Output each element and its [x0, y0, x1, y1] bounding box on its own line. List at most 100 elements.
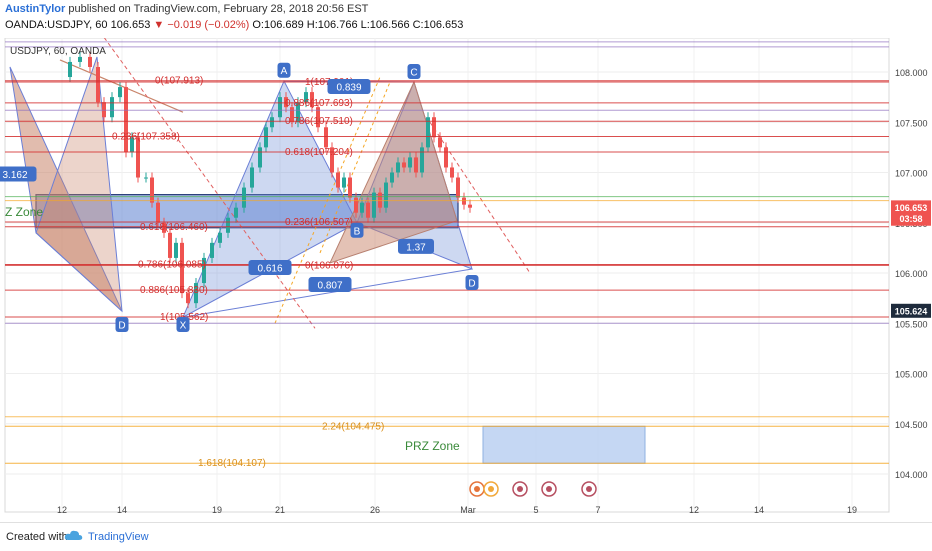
candle-body — [210, 242, 214, 258]
fib-label: 1.618(104.107) — [198, 458, 266, 469]
fib-label: 0.618(107.204) — [285, 147, 353, 158]
price-axis[interactable]: 108.000107.500107.000106.500106.000105.5… — [891, 68, 931, 480]
candle-body — [354, 197, 358, 213]
ohlc-line: OANDA:USDJPY, 60 106.653 ▼ −0.019 (−0.02… — [5, 19, 463, 31]
candle-body — [180, 242, 184, 294]
time-tick: 12 — [689, 505, 699, 515]
candle-body — [258, 147, 262, 168]
fib-label: 0.236(107.358) — [112, 132, 180, 143]
time-axis[interactable]: 12 14 19 21 26 Mar 5 7 12 14 19 — [57, 505, 857, 515]
svg-text:X: X — [180, 321, 187, 332]
z-zone-label: Z Zone — [5, 205, 43, 219]
candle-body — [330, 147, 334, 173]
trend-line — [59, 59, 184, 113]
point-label-b: B — [350, 222, 364, 238]
chart-title: USDJPY, 60, OANDA — [10, 46, 106, 57]
event-flag-icon[interactable] — [581, 481, 597, 497]
change-value: −0.019 (−0.02%) — [167, 19, 250, 31]
time-tick: 26 — [370, 505, 380, 515]
price-badge: 105.624 — [891, 303, 931, 318]
event-flag-icon[interactable] — [483, 481, 499, 497]
tradingview-link[interactable]: TradingView — [88, 531, 149, 543]
candle-body — [136, 137, 140, 178]
svg-text:D: D — [468, 278, 475, 289]
candle-body — [218, 232, 222, 243]
point-label-d: D — [115, 317, 129, 333]
svg-text:D: D — [118, 321, 125, 332]
fib-label: 0.786(107.510) — [285, 116, 353, 127]
ratio-label: 0.807 — [308, 277, 352, 293]
candle-body — [432, 117, 436, 138]
svg-text:C: C — [410, 68, 417, 79]
time-tick: 21 — [275, 505, 285, 515]
point-label-c: C — [407, 64, 421, 80]
ratio-label: 0.839 — [327, 79, 371, 95]
candle-body — [78, 56, 82, 62]
candle-body — [426, 117, 430, 148]
candle-body — [144, 177, 148, 179]
candle-body — [130, 137, 134, 153]
ratio-label: 3.162 — [0, 166, 37, 182]
candle-body — [290, 107, 294, 123]
svg-text:1.37: 1.37 — [406, 242, 426, 253]
candle-body — [438, 137, 442, 148]
prz-zone-box — [482, 425, 646, 464]
price-tick: 104.000 — [895, 470, 928, 480]
event-flag-icon[interactable] — [541, 481, 557, 497]
point-label-a: A — [277, 62, 291, 78]
candle-body — [414, 157, 418, 173]
price-chart[interactable]: 0(107.913)1(107.901)0.886(107.693)0.786(… — [0, 38, 932, 522]
publish-info: published on TradingView.com, February 2… — [68, 3, 369, 15]
svg-text:A: A — [281, 66, 288, 77]
ohlc-values: O:106.689 H:106.766 L:106.566 C:106.653 — [252, 19, 464, 31]
candle-body — [468, 204, 472, 208]
dashed-line-1 — [103, 38, 316, 329]
candle-body — [456, 177, 460, 198]
event-flag-icon[interactable] — [512, 481, 528, 497]
author-link[interactable]: AustinTylor — [5, 3, 66, 15]
candle-body — [384, 182, 388, 208]
candle-body — [96, 66, 100, 103]
price-tick: 108.000 — [895, 68, 928, 78]
candle-body — [278, 97, 282, 118]
candle-body — [396, 162, 400, 173]
event-flag-icon[interactable] — [469, 481, 485, 497]
fib-label: 0.886(107.693) — [285, 98, 353, 109]
candle-body — [372, 192, 376, 218]
economic-events[interactable] — [469, 481, 597, 497]
candle-body — [348, 177, 352, 198]
fib-label: 0.886(105.830) — [140, 285, 208, 296]
pattern-labels: A B C D X D 0.839 0.616 0.807 1.37 3.162 — [0, 62, 479, 333]
down-arrow-icon: ▼ — [153, 19, 165, 31]
price-tick: 106.000 — [895, 269, 928, 279]
candle-body — [194, 283, 198, 304]
symbol-label: OANDA:USDJPY, 60 — [5, 19, 108, 31]
candle-body — [304, 92, 308, 103]
candle-body — [316, 107, 320, 128]
fib-label: 0.618(106.460) — [140, 222, 208, 233]
candle-body — [450, 167, 454, 178]
last-price: 106.653 — [110, 19, 151, 31]
tradingview-cloud-icon — [64, 530, 83, 540]
plot-area — [4, 38, 890, 513]
price-tick: 105.500 — [895, 319, 928, 329]
candle-body — [118, 87, 122, 98]
candle-body — [150, 177, 154, 203]
fib-label: 0(107.913) — [155, 76, 203, 87]
candle-body — [408, 157, 412, 168]
price-tick: 107.500 — [895, 118, 928, 128]
candle-body — [378, 192, 382, 208]
candle-body — [310, 92, 314, 108]
candlesticks — [68, 51, 472, 309]
candle-body — [360, 202, 364, 213]
fib-label: 2.24(104.475) — [322, 421, 384, 432]
candle-body — [250, 167, 254, 188]
dashed-line-4 — [319, 81, 391, 254]
dashed-line-3 — [274, 76, 381, 324]
candle-body — [336, 172, 340, 188]
candle-body — [264, 127, 268, 148]
candle-body — [68, 61, 72, 78]
candle-body — [88, 56, 92, 67]
price-tick: 104.500 — [895, 420, 928, 430]
candle-body — [156, 202, 160, 223]
